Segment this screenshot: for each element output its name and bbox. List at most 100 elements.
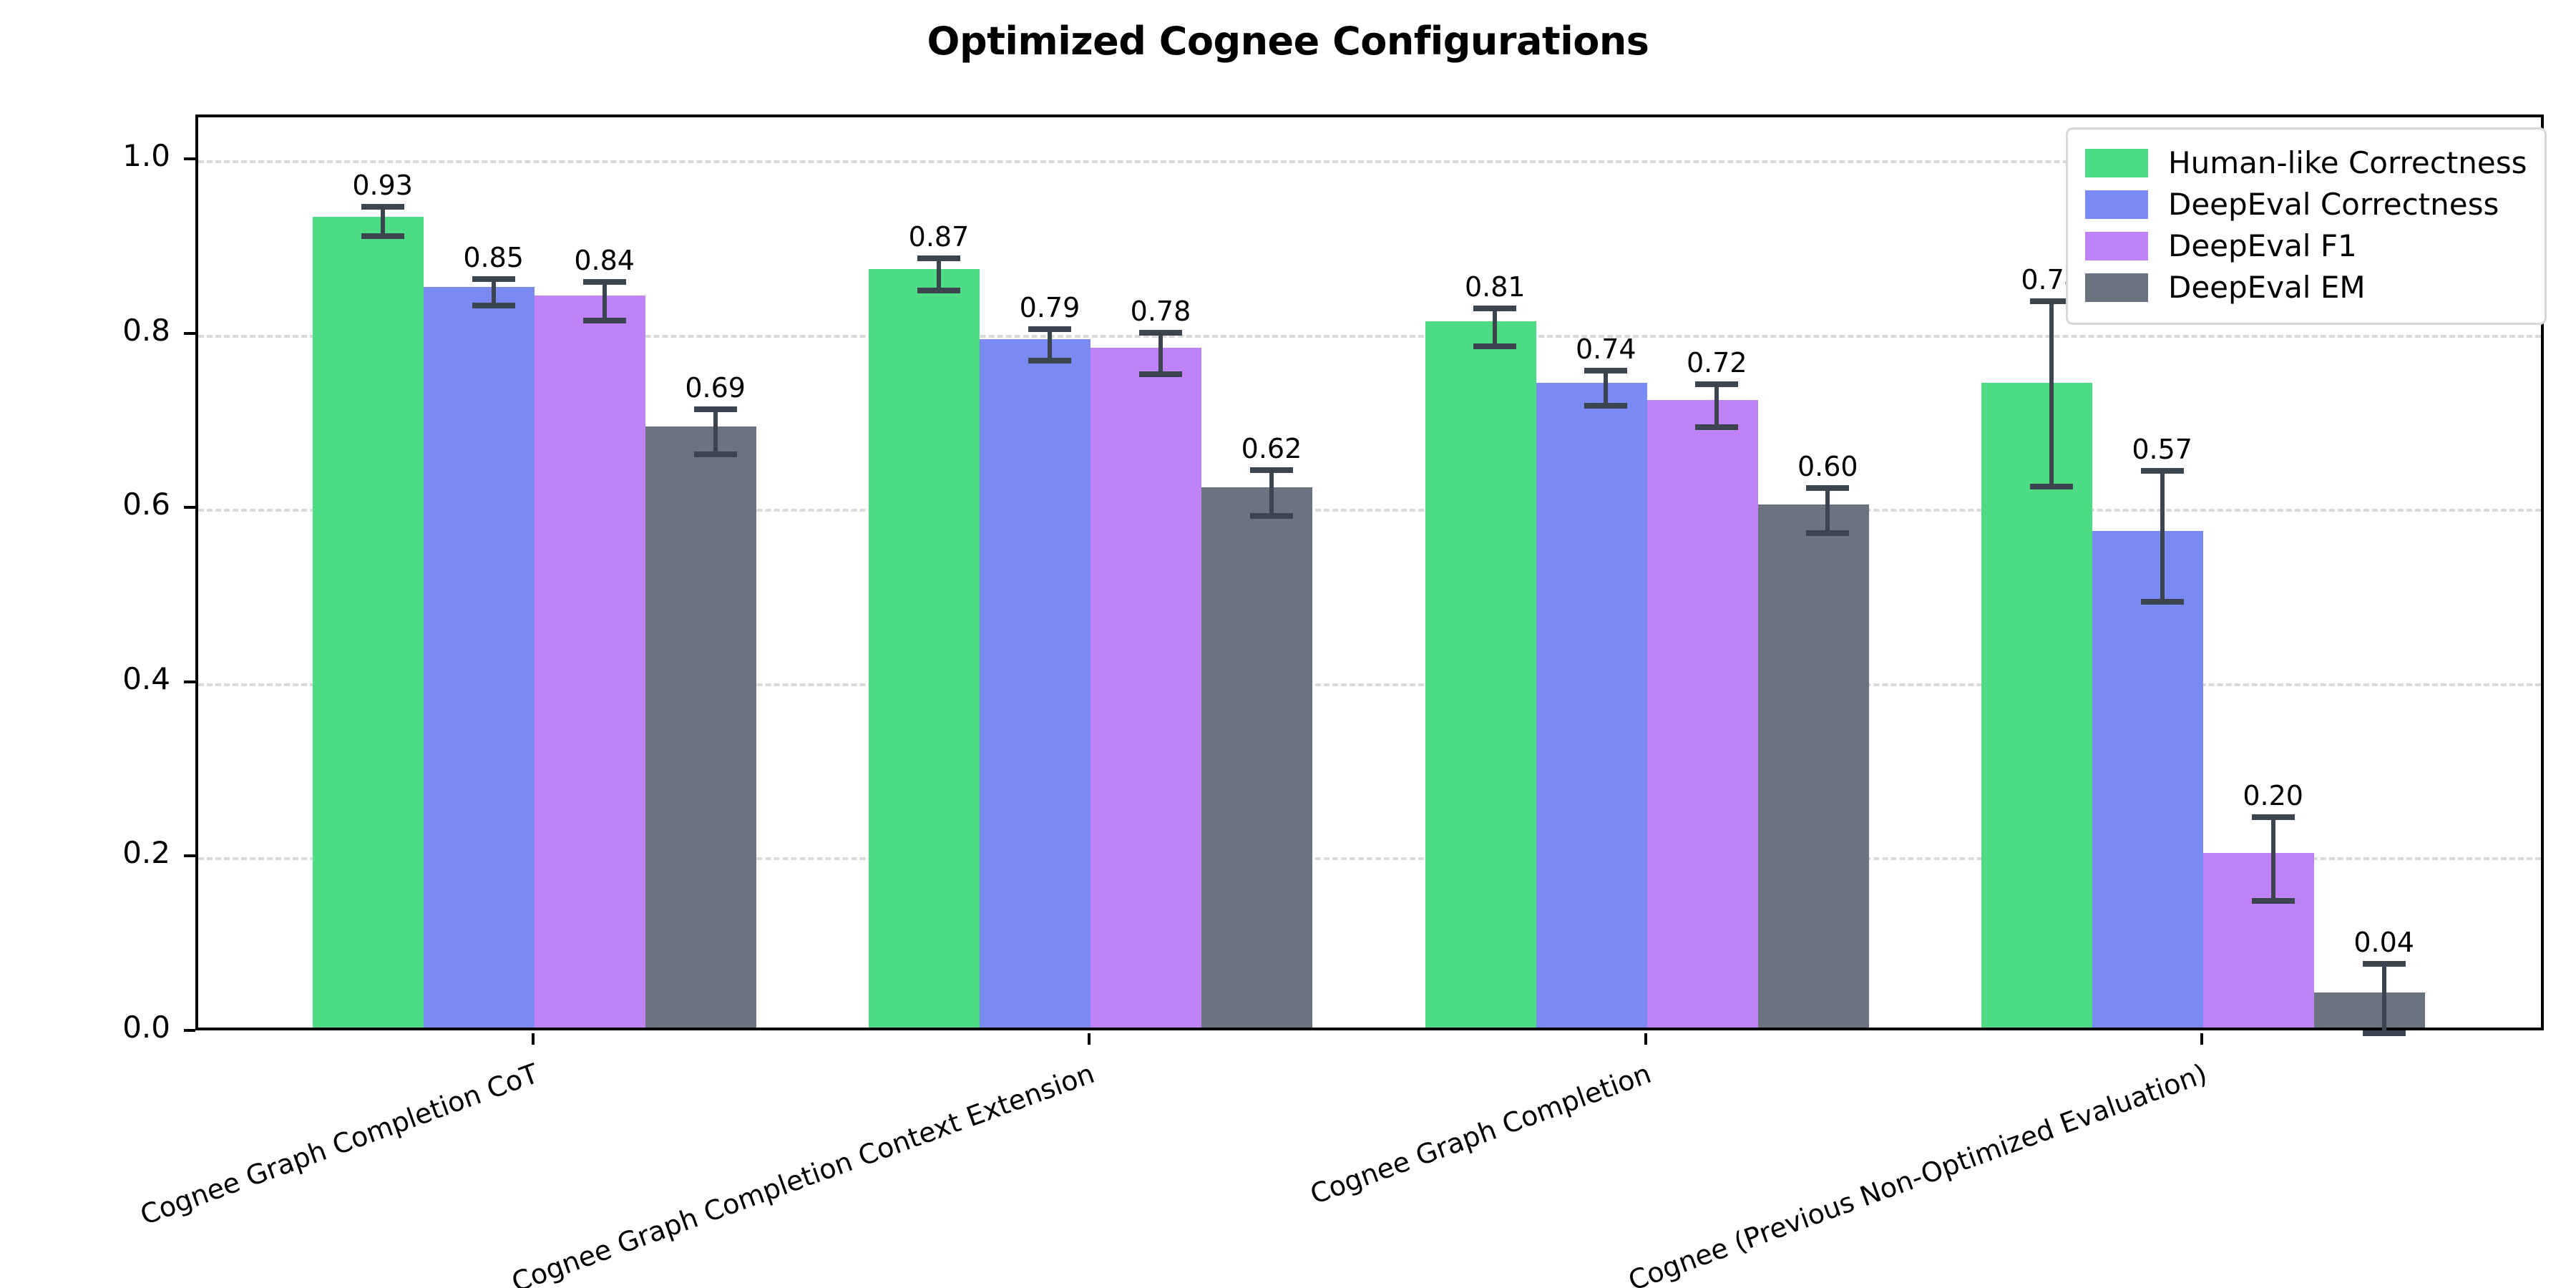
gridline — [198, 683, 2541, 686]
error-bar-cap-upper — [1695, 381, 1739, 387]
gridline — [198, 334, 2541, 338]
bar[interactable] — [2092, 530, 2203, 1028]
bar-value-label: 0.57 — [2132, 434, 2192, 466]
bar-value-label: 0.74 — [1575, 333, 1636, 366]
legend-item-1[interactable]: DeepEval Correctness — [2085, 184, 2527, 225]
bar[interactable] — [1201, 487, 1313, 1028]
error-bar-cap-lower — [2362, 1030, 2406, 1036]
y-tick-mark — [184, 157, 195, 160]
error-bar-cap-lower — [2251, 897, 2295, 904]
bar[interactable] — [980, 338, 1091, 1028]
bar[interactable] — [2202, 853, 2314, 1028]
bar-value-label: 0.69 — [685, 371, 746, 404]
error-bar-cap-upper — [2140, 468, 2184, 474]
bar[interactable] — [535, 295, 645, 1028]
y-tick-label: 0.2 — [122, 835, 170, 871]
error-bar-cap-upper — [1806, 484, 1850, 491]
error-bar-stem — [1158, 332, 1163, 375]
error-bar-cap-lower — [1028, 357, 1071, 364]
bar[interactable] — [424, 286, 535, 1028]
x-tick-mark — [532, 1033, 535, 1045]
y-tick-mark — [184, 1029, 195, 1032]
y-tick-mark — [184, 854, 195, 858]
bar[interactable] — [869, 269, 980, 1028]
y-tick-mark — [184, 506, 195, 509]
x-tick-label: Cognee Graph Completion CoT — [136, 1058, 543, 1231]
bar-value-label: 0.84 — [574, 245, 635, 277]
x-tick-label: Cognee Graph Completion — [1305, 1058, 1655, 1211]
legend-item-label: DeepEval EM — [2168, 270, 2366, 305]
error-bar-cap-lower — [361, 233, 404, 239]
x-tick-mark — [1644, 1033, 1647, 1045]
error-bar-stem — [380, 207, 385, 236]
error-bar-cap-lower — [1695, 424, 1739, 431]
error-bar-cap-lower — [1473, 343, 1517, 350]
legend-item-label: DeepEval F1 — [2168, 228, 2357, 263]
bar-value-label: 0.04 — [2353, 926, 2414, 958]
bar[interactable] — [1425, 321, 1536, 1028]
bar-value-label: 0.93 — [352, 170, 413, 202]
legend-item-label: DeepEval Correctness — [2168, 187, 2499, 222]
bar[interactable] — [1981, 382, 2092, 1028]
bar-value-label: 0.78 — [1130, 295, 1191, 327]
bar-value-label: 0.60 — [1797, 450, 1858, 482]
gridline — [198, 857, 2541, 861]
bar[interactable] — [313, 217, 424, 1028]
error-bar-cap-lower — [472, 302, 515, 308]
page-title: Optimized Cognee Configurations — [927, 19, 1649, 64]
bar-value-label: 0.72 — [1686, 346, 1747, 379]
bar[interactable] — [645, 426, 756, 1028]
chart-legend: Human-like Correctness DeepEval Correctne… — [2066, 127, 2547, 325]
legend-swatch-icon — [2085, 273, 2148, 302]
error-bar-cap-upper — [1584, 368, 1628, 374]
error-bar-stem — [602, 282, 607, 321]
x-tick-label: Cognee (Previous Non-Optimized Evaluatio… — [1624, 1058, 2212, 1288]
y-tick-mark — [184, 331, 195, 335]
bar-value-label: 0.87 — [908, 221, 970, 253]
error-bar-cap-upper — [1138, 329, 1182, 336]
legend-item-2[interactable]: DeepEval F1 — [2085, 225, 2527, 267]
bar-value-label: 0.81 — [1464, 270, 1526, 303]
error-bar-stem — [2160, 471, 2165, 602]
error-bar-stem — [1047, 328, 1052, 361]
bar[interactable] — [1536, 382, 1647, 1028]
error-bar-stem — [2270, 816, 2275, 901]
error-bar-stem — [936, 258, 941, 291]
y-tick-label: 1.0 — [122, 138, 170, 173]
legend-swatch-icon — [2085, 190, 2148, 219]
legend-swatch-icon — [2085, 232, 2148, 260]
bar[interactable] — [1646, 400, 1758, 1028]
legend-item-0[interactable]: Human-like Correctness — [2085, 142, 2527, 184]
error-bar-cap-lower — [2029, 484, 2073, 490]
gridline — [198, 509, 2541, 512]
error-bar-stem — [2049, 301, 2054, 487]
bar-value-label: 0.20 — [2243, 779, 2303, 811]
gridline — [198, 160, 2541, 163]
error-bar-cap-upper — [917, 255, 960, 262]
error-bar-stem — [1825, 487, 1830, 533]
error-bar-cap-lower — [1584, 403, 1628, 409]
error-bar-stem — [1493, 308, 1498, 347]
error-bar-stem — [2381, 963, 2386, 1033]
bar[interactable] — [1757, 504, 1869, 1028]
x-tick-mark — [2200, 1033, 2203, 1045]
y-tick-label: 0.0 — [122, 1010, 170, 1045]
bar[interactable] — [2313, 992, 2425, 1028]
bar-value-label: 0.62 — [1241, 433, 1302, 465]
error-bar-cap-upper — [693, 406, 737, 412]
legend-swatch-icon — [2085, 149, 2148, 177]
error-bar-cap-lower — [1249, 512, 1293, 519]
legend-item-3[interactable]: DeepEval EM — [2085, 267, 2527, 308]
error-bar-stem — [491, 279, 496, 306]
error-bar-cap-upper — [2362, 960, 2406, 967]
error-bar-cap-lower — [582, 317, 626, 323]
error-bar-stem — [1269, 470, 1274, 516]
error-bar-stem — [1604, 371, 1609, 406]
error-bar-cap-upper — [2251, 814, 2295, 820]
error-bar-stem — [1714, 384, 1719, 428]
bar[interactable] — [1091, 347, 1202, 1028]
error-bar-cap-upper — [1473, 305, 1517, 311]
y-tick-label: 0.4 — [122, 660, 170, 696]
bar-value-label: 0.79 — [1019, 291, 1080, 323]
